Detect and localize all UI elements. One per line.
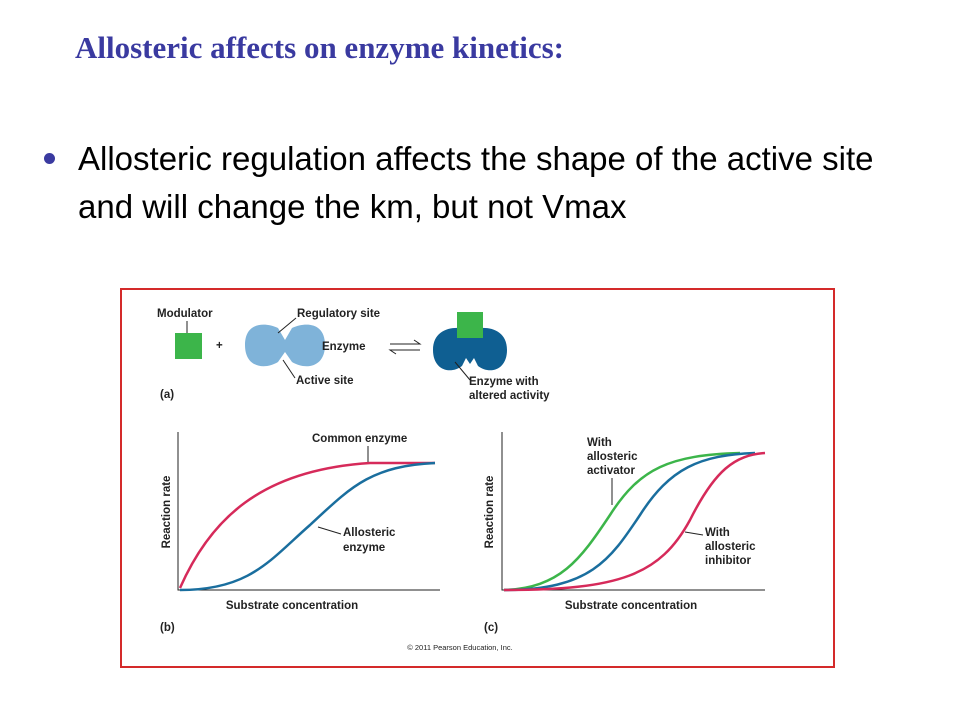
label: activator	[587, 465, 635, 477]
label: altered activity	[469, 390, 550, 402]
panel-label: (c)	[484, 622, 498, 634]
label: Enzyme	[322, 341, 365, 353]
label: Regulatory site	[297, 308, 380, 320]
panel-label: (a)	[160, 389, 174, 401]
activator-curve	[503, 451, 741, 592]
copyright: © 2011 Pearson Education, Inc.	[407, 643, 512, 652]
label: With	[587, 437, 612, 449]
equilibrium-arrows	[388, 339, 422, 355]
axes	[177, 432, 440, 591]
modulator-bound	[457, 312, 483, 338]
axes	[501, 432, 765, 591]
leader	[282, 359, 296, 379]
label: allosteric	[705, 541, 756, 553]
label: allosteric	[587, 451, 638, 463]
bullet-text: Allosteric regulation affects the shape …	[78, 140, 874, 225]
label: Common enzyme	[312, 433, 407, 445]
label: Enzyme with	[469, 376, 539, 388]
label: inhibitor	[705, 555, 752, 567]
modulator	[175, 333, 202, 359]
leader	[684, 531, 704, 536]
x-axis-label: Substrate concentration	[565, 600, 697, 612]
label: Active site	[296, 375, 354, 387]
leader	[277, 317, 297, 334]
altered-enzyme	[433, 327, 507, 371]
leader	[454, 361, 471, 381]
y-axis-label: Reaction rate	[484, 476, 496, 549]
slide-title: Allosteric affects on enzyme kinetics:	[75, 30, 564, 65]
panel-label: (b)	[160, 622, 175, 634]
enzyme-curve	[503, 451, 756, 592]
y-axis-label: Reaction rate	[161, 476, 173, 549]
inhibitor-curve	[503, 451, 766, 592]
label: Modulator	[157, 308, 213, 320]
label: Allosteric	[343, 527, 396, 539]
leader	[317, 526, 342, 535]
common-curve	[178, 461, 435, 589]
enzyme	[245, 324, 325, 367]
label: +	[216, 340, 223, 352]
label: With	[705, 527, 730, 539]
bullet-dot	[44, 153, 55, 164]
figure-frame	[120, 288, 835, 668]
x-axis-label: Substrate concentration	[226, 600, 358, 612]
allosteric-curve	[179, 461, 436, 592]
label: enzyme	[343, 542, 385, 554]
